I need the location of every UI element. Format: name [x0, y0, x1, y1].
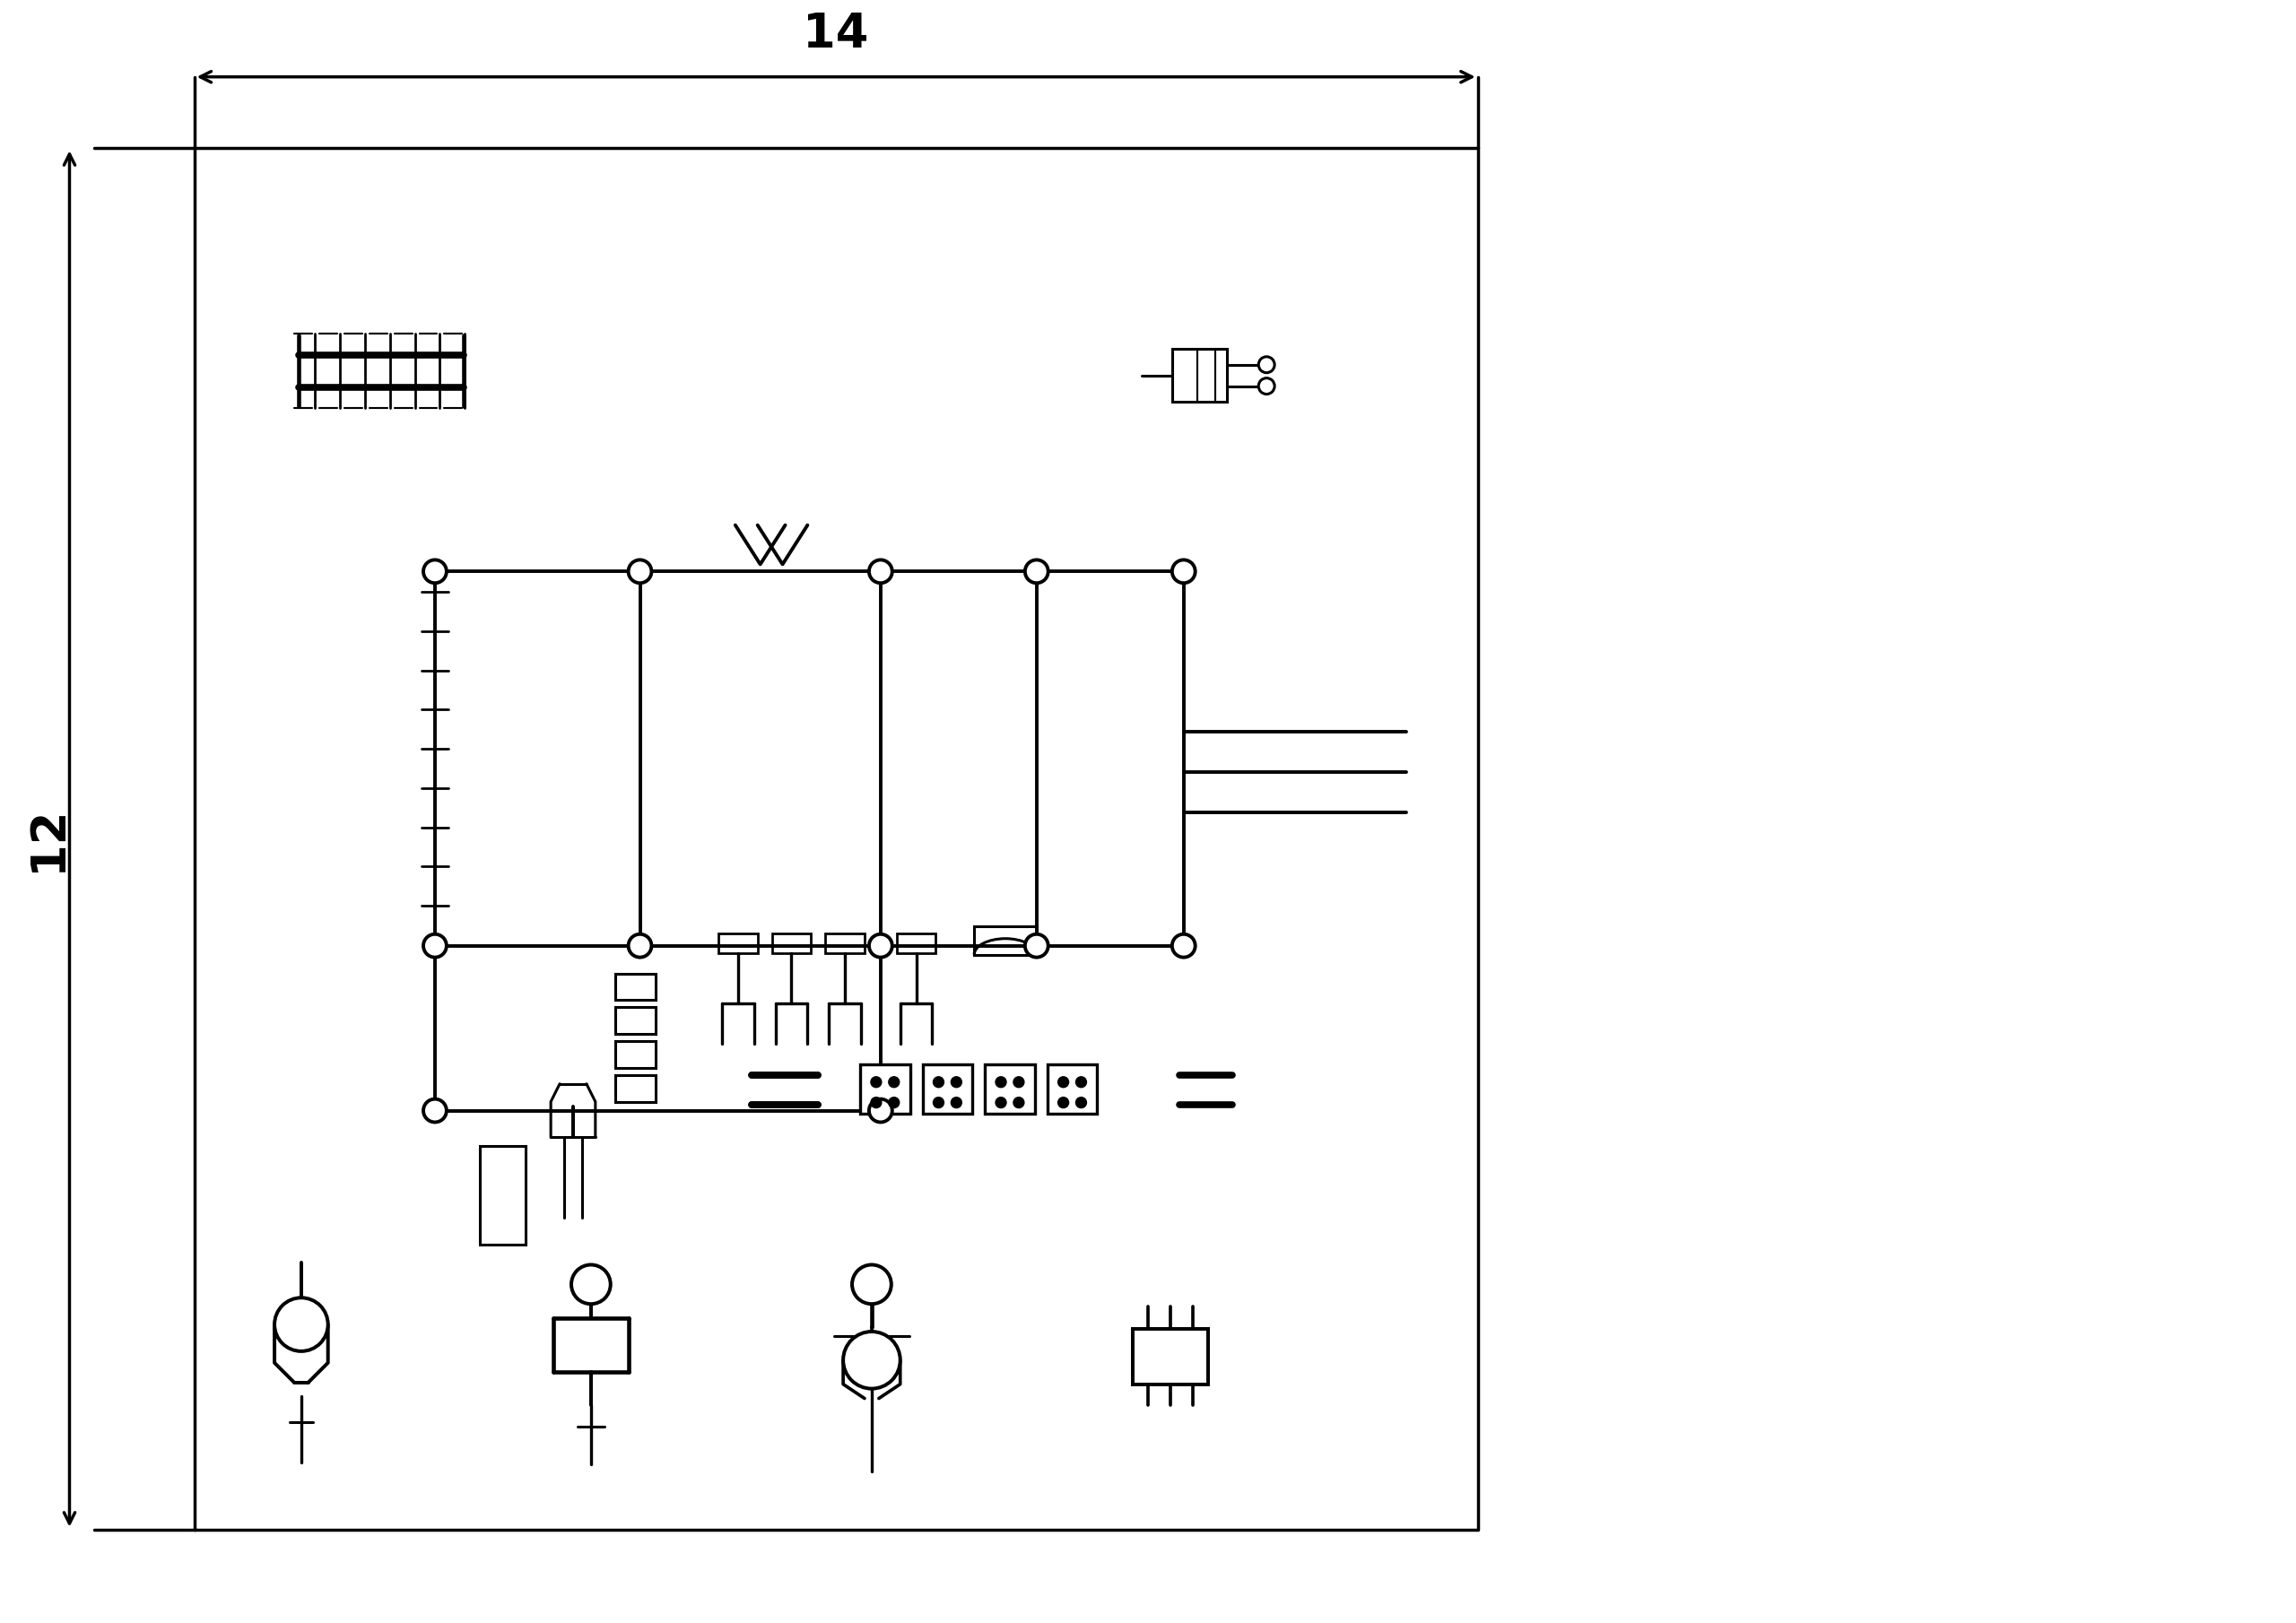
- Circle shape: [629, 935, 652, 958]
- Bar: [898, 933, 937, 953]
- Bar: [974, 927, 1035, 954]
- Bar: [861, 1065, 909, 1113]
- Circle shape: [932, 1097, 944, 1109]
- Bar: [923, 1065, 974, 1113]
- Bar: [480, 1146, 526, 1245]
- Circle shape: [1024, 560, 1049, 583]
- Bar: [771, 933, 810, 953]
- Circle shape: [996, 1076, 1006, 1087]
- Bar: [615, 1008, 657, 1034]
- Circle shape: [868, 935, 893, 958]
- Bar: [719, 933, 758, 953]
- Circle shape: [1077, 1097, 1086, 1109]
- Circle shape: [1171, 935, 1196, 958]
- Circle shape: [572, 1264, 611, 1303]
- Circle shape: [1258, 357, 1274, 373]
- Circle shape: [422, 1099, 445, 1121]
- Circle shape: [870, 1076, 882, 1087]
- Circle shape: [422, 935, 445, 958]
- Circle shape: [889, 1076, 900, 1087]
- Bar: [824, 933, 866, 953]
- Circle shape: [996, 1097, 1006, 1109]
- Bar: [615, 974, 657, 1000]
- Circle shape: [870, 1097, 882, 1109]
- Circle shape: [1024, 935, 1049, 958]
- Circle shape: [951, 1097, 962, 1109]
- Text: 14: 14: [804, 11, 868, 57]
- Circle shape: [1058, 1076, 1068, 1087]
- Circle shape: [852, 1264, 891, 1303]
- Bar: [1047, 1065, 1097, 1113]
- Circle shape: [843, 1331, 900, 1389]
- Circle shape: [1171, 560, 1196, 583]
- Circle shape: [1258, 378, 1274, 394]
- Circle shape: [932, 1076, 944, 1087]
- Circle shape: [276, 1298, 328, 1352]
- Circle shape: [629, 560, 652, 583]
- Bar: [615, 1074, 657, 1102]
- Circle shape: [422, 560, 445, 583]
- Circle shape: [889, 1097, 900, 1109]
- Bar: [1171, 349, 1228, 403]
- Text: 12: 12: [23, 807, 71, 872]
- Circle shape: [1077, 1076, 1086, 1087]
- Circle shape: [1013, 1097, 1024, 1109]
- Bar: [985, 1065, 1035, 1113]
- Circle shape: [1058, 1097, 1068, 1109]
- Circle shape: [868, 560, 893, 583]
- Circle shape: [1013, 1076, 1024, 1087]
- Circle shape: [951, 1076, 962, 1087]
- Bar: [615, 1040, 657, 1068]
- Circle shape: [868, 1099, 893, 1121]
- Bar: [1132, 1329, 1208, 1384]
